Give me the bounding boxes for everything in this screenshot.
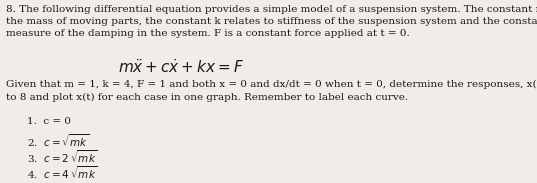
Text: 8. The following differential equation provides a simple model of a suspension s: 8. The following differential equation p… — [6, 5, 537, 38]
Text: 1.  c = 0: 1. c = 0 — [26, 117, 70, 126]
Text: 4.  $c = 4\,\sqrt{mk}$: 4. $c = 4\,\sqrt{mk}$ — [26, 165, 97, 181]
Text: 3.  $c = 2\,\sqrt{mk}$: 3. $c = 2\,\sqrt{mk}$ — [26, 149, 97, 165]
Text: 2.  $c = \sqrt{mk}$: 2. $c = \sqrt{mk}$ — [26, 133, 89, 149]
Text: $m\ddot{x} + c\dot{x} + kx = F$: $m\ddot{x} + c\dot{x} + kx = F$ — [118, 58, 244, 76]
Text: Given that m = 1, k = 4, F = 1 and both x = 0 and dx/dt = 0 when t = 0, determin: Given that m = 1, k = 4, F = 1 and both … — [6, 80, 537, 102]
